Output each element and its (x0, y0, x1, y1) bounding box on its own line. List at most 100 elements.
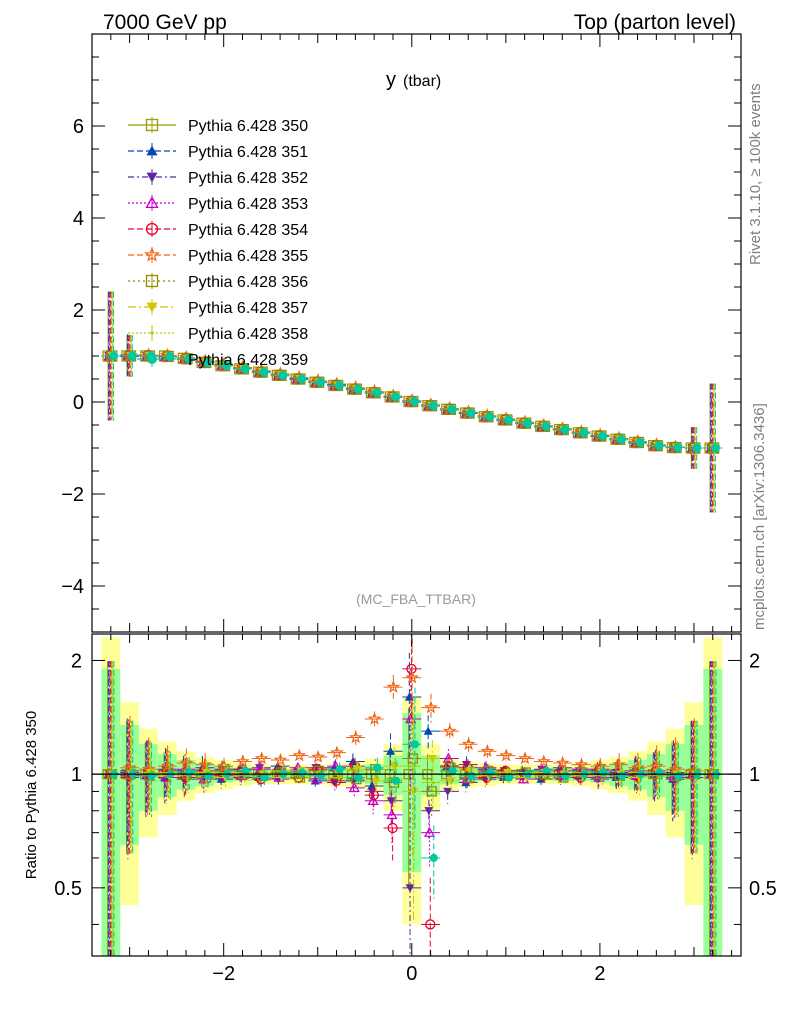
uncertainty-band-inner (383, 755, 403, 796)
data-point (409, 397, 419, 407)
ratio-point (292, 748, 307, 762)
ratio-point (185, 768, 194, 777)
side-label-rivet: Rivet 3.1.10, ≥ 100k events (747, 83, 764, 265)
ratio-point (392, 776, 401, 785)
ratio-point (480, 744, 495, 758)
main-plot-area (101, 291, 723, 513)
data-point (522, 418, 532, 428)
uncertainty-band-inner (101, 668, 121, 956)
data-point (127, 351, 137, 361)
ratio-point (367, 794, 379, 806)
data-point (353, 384, 363, 394)
legend-item: Pythia 6.428 358 (128, 325, 308, 343)
ratio-point (423, 826, 436, 837)
ratio-point (465, 767, 475, 776)
legend-label: Pythia 6.428 355 (188, 248, 308, 265)
y-tick-label: 2 (73, 300, 84, 322)
y-tick-label: 4 (73, 208, 84, 230)
ratio-plot-area (92, 634, 741, 956)
data-point (297, 374, 307, 384)
ratio-point (442, 723, 457, 737)
ratio-point (386, 679, 401, 693)
data-point (428, 401, 438, 411)
plot-title-suffix: (tbar) (403, 73, 441, 90)
data-point (259, 367, 269, 377)
legend-item: Pythia 6.428 355 (128, 246, 308, 265)
legend-label: Pythia 6.428 359 (188, 352, 308, 369)
data-point (616, 434, 626, 444)
ratio-point (561, 771, 570, 780)
plot-title: y (386, 69, 396, 91)
legend-marker (146, 145, 158, 156)
data-point (240, 364, 250, 374)
data-point (541, 421, 551, 431)
ratio-point (443, 787, 453, 796)
ratio-point (424, 807, 434, 816)
legend-label: Pythia 6.428 354 (188, 222, 308, 239)
ratio-point (424, 700, 438, 714)
data-point (165, 351, 175, 361)
ratio-axes: 0.5 0.5 1 1 2 2 −2 0 2 (54, 634, 777, 985)
ratio-point (386, 746, 396, 755)
ratio-point (316, 771, 325, 780)
ratio-point (649, 758, 664, 772)
ratio-point (612, 757, 626, 771)
ratio-point (368, 789, 379, 801)
ratio-point (427, 754, 437, 764)
ratio-point (236, 754, 250, 768)
ratio-point (617, 771, 626, 780)
ratio-point (405, 670, 419, 684)
ratio-point (518, 751, 532, 765)
ratio-point (217, 758, 231, 772)
legend-item: Pythia 6.428 356 (128, 273, 308, 291)
legend: Pythia 6.428 350 Pythia 6.428 351 Pythia 6… (128, 117, 308, 369)
ratio-point (386, 797, 396, 806)
ratio-point (631, 760, 645, 774)
ratio-point (348, 781, 360, 793)
analysis-label: (MC_FBA_TTBAR) (356, 591, 476, 607)
ratio-point (410, 740, 419, 749)
ratio-point (593, 758, 608, 772)
ratio-point (367, 711, 382, 725)
ratio-point (467, 771, 476, 780)
y-tick-label: 0 (73, 392, 84, 414)
ratio-point (371, 777, 381, 786)
ratio-ylabel: Ratio to Pythia 6.428 350 (23, 711, 40, 879)
ratio-point (260, 773, 269, 782)
y-tick-label: −2 (61, 484, 84, 506)
ratio-point (367, 787, 377, 796)
ratio-point (373, 763, 382, 772)
ratio-point (574, 757, 589, 771)
ratio-point (386, 809, 398, 820)
legend-label: Pythia 6.428 356 (188, 274, 308, 291)
data-point (579, 428, 589, 438)
ratio-point (348, 730, 363, 744)
legend-marker (150, 331, 154, 335)
ratio-point (354, 773, 363, 782)
y-tick-label: −4 (61, 576, 84, 598)
ratio-y-tick-label-right: 1 (749, 764, 760, 786)
legend-marker (145, 118, 159, 132)
ratio-point (542, 766, 551, 775)
ratio-y-tick-label: 1 (71, 764, 82, 786)
ratio-point (426, 786, 437, 797)
legend-label: Pythia 6.428 353 (188, 196, 308, 213)
data-point (654, 441, 664, 451)
data-point (278, 370, 288, 380)
ratio-point (611, 772, 621, 782)
ratio-plot-frame (91, 633, 742, 957)
legend-marker (145, 196, 159, 209)
series-10 (101, 291, 723, 513)
legend-marker (146, 302, 158, 313)
data-point (447, 404, 457, 414)
uncertainty-band-inner (421, 755, 441, 796)
legend-label: Pythia 6.428 358 (188, 326, 308, 343)
legend-label: Pythia 6.428 351 (188, 144, 308, 161)
ratio-y-tick-label: 2 (71, 650, 82, 672)
ratio-y-tick-label-right: 0.5 (749, 878, 777, 900)
ratio-point (425, 919, 436, 930)
legend-item: Pythia 6.428 352 (128, 169, 308, 187)
data-point (184, 354, 194, 364)
legend-label: Pythia 6.428 350 (188, 118, 308, 135)
